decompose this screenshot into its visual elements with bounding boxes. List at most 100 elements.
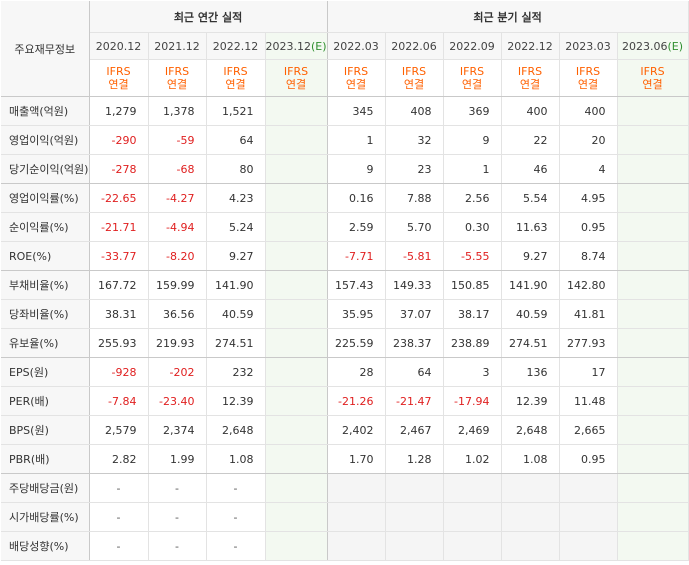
- table-cell: 38.17: [443, 299, 502, 329]
- table-cell: 149.33: [385, 270, 444, 300]
- table-cell: 167.72: [89, 270, 149, 300]
- row-label: 순이익률(%): [1, 212, 90, 242]
- financial-data-rows: 매출액(억원) 1,279 1,378 1,521 345 408 369 400 400 영업이…: [1, 96, 689, 561]
- table-cell: 1.70: [327, 444, 386, 474]
- row-label: 주당배당금(원): [1, 473, 90, 503]
- table-row: 매출액(억원) 1,279 1,378 1,521 345 408 369 400 400: [1, 96, 689, 126]
- table-cell: [617, 96, 689, 126]
- ifrs-label: IFRS 연결: [501, 59, 560, 97]
- table-cell: 0.95: [559, 444, 618, 474]
- row-label: 영업이익(억원): [1, 125, 90, 155]
- ifrs-label: IFRS 연결: [385, 59, 444, 97]
- table-cell: 225.59: [327, 328, 386, 358]
- period-header-row: 2020.12 2021.12 2022.12 2023.12(E) 2022.03 20…: [1, 32, 689, 60]
- table-cell: -: [206, 473, 266, 503]
- table-cell: 5.24: [206, 212, 266, 242]
- table-cell: -202: [148, 357, 207, 387]
- table-cell: -5.55: [443, 241, 502, 271]
- table-cell: [265, 183, 328, 213]
- table-cell: 40.59: [501, 299, 560, 329]
- ifrs-label-line2: 연결: [519, 78, 541, 91]
- table-cell: 2.59: [327, 212, 386, 242]
- table-cell: [617, 444, 689, 474]
- table-cell: 0.16: [327, 183, 386, 213]
- table-cell: 255.93: [89, 328, 149, 358]
- table-cell: -4.27: [148, 183, 207, 213]
- table-cell: 1.02: [443, 444, 502, 474]
- table-cell: [501, 502, 560, 532]
- table-cell: 12.39: [501, 386, 560, 416]
- table-cell: 80: [206, 154, 266, 184]
- table-cell: 2,402: [327, 415, 386, 445]
- table-cell: 1.08: [501, 444, 560, 474]
- table-cell: [501, 531, 560, 561]
- table-cell: 369: [443, 96, 502, 126]
- ifrs-label-line1: IFRS: [283, 65, 309, 78]
- period-label: 2023.03: [565, 39, 611, 53]
- row-label: 부채비율(%): [1, 270, 90, 300]
- table-cell: -: [206, 502, 266, 532]
- period-label: 2022.06: [391, 39, 437, 53]
- table-cell: 157.43: [327, 270, 386, 300]
- table-cell: 1: [327, 125, 386, 155]
- ifrs-label-line2: 연결: [461, 78, 483, 91]
- table-cell: 2,469: [443, 415, 502, 445]
- ifrs-label: IFRS 연결: [559, 59, 618, 97]
- ifrs-label-line1: IFRS: [640, 65, 665, 78]
- ifrs-label-line2: 연결: [108, 78, 129, 91]
- ifrs-label-line1: IFRS: [164, 65, 190, 78]
- corner-label: 주요재무정보: [1, 1, 90, 97]
- table-cell: 20: [559, 125, 618, 155]
- table-cell: 23: [385, 154, 444, 184]
- table-cell: [265, 241, 328, 271]
- row-label: 당기순이익(억원): [1, 154, 90, 184]
- table-cell: 9: [327, 154, 386, 184]
- table-cell: -21.71: [89, 212, 149, 242]
- table-cell: -4.94: [148, 212, 207, 242]
- table-cell: -: [148, 531, 207, 561]
- table-cell: [501, 473, 560, 503]
- table-cell: 38.31: [89, 299, 149, 329]
- table-row: 유보율(%) 255.93 219.93 274.51 225.59 238.37 238.…: [1, 328, 689, 358]
- table-cell: 4: [559, 154, 618, 184]
- table-cell: -68: [148, 154, 207, 184]
- table-cell: -33.77: [89, 241, 149, 271]
- table-cell: 238.89: [443, 328, 502, 358]
- estimate-marker: (E): [311, 39, 327, 53]
- period-label: 2021.12: [154, 39, 200, 53]
- table-row: 주당배당금(원) - - -: [1, 473, 689, 503]
- table-cell: 11.48: [559, 386, 618, 416]
- table-cell: 37.07: [385, 299, 444, 329]
- table-cell: 345: [327, 96, 386, 126]
- period-header: 2023.12(E): [265, 32, 328, 60]
- table-cell: 2,374: [148, 415, 207, 445]
- table-cell: -22.65: [89, 183, 149, 213]
- table-cell: 5.70: [385, 212, 444, 242]
- period-header: 2020.12: [89, 32, 149, 60]
- table-cell: [617, 328, 689, 358]
- table-row: 순이익률(%) -21.71 -4.94 5.24 2.59 5.70 0.30 11.63 0…: [1, 212, 689, 242]
- table-cell: -8.20: [148, 241, 207, 271]
- table-cell: 9.27: [501, 241, 560, 271]
- table-cell: [559, 502, 618, 532]
- table-cell: [617, 270, 689, 300]
- table-cell: 64: [385, 357, 444, 387]
- table-cell: [265, 154, 328, 184]
- row-label: 영업이익률(%): [1, 183, 90, 213]
- table-cell: [443, 531, 502, 561]
- table-cell: 2,648: [206, 415, 266, 445]
- table-cell: 274.51: [501, 328, 560, 358]
- table-cell: 35.95: [327, 299, 386, 329]
- table-cell: 1.99: [148, 444, 207, 474]
- table-cell: 2,579: [89, 415, 149, 445]
- period-label: 2020.12: [95, 39, 142, 53]
- table-cell: 1,521: [206, 96, 266, 126]
- table-cell: 46: [501, 154, 560, 184]
- table-cell: -5.81: [385, 241, 444, 271]
- period-header: 2022.12: [501, 32, 560, 60]
- table-cell: [265, 386, 328, 416]
- ifrs-label-line1: IFRS: [223, 65, 248, 78]
- row-label: BPS(원): [1, 415, 90, 445]
- table-cell: 150.85: [443, 270, 502, 300]
- ifrs-label-line2: 연결: [577, 78, 599, 91]
